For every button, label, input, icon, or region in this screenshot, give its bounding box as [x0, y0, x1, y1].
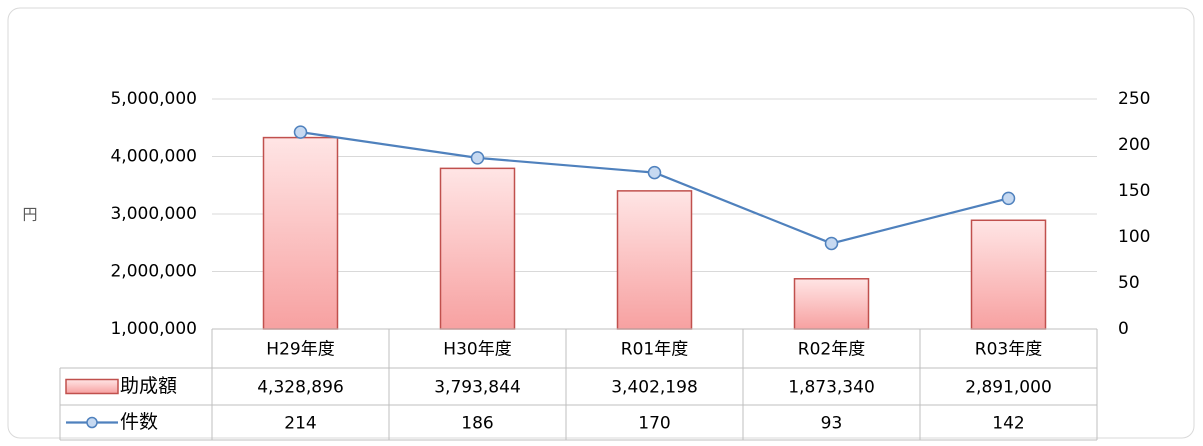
- x-tick-label: R01年度: [621, 340, 688, 360]
- x-tick-label: R03年度: [975, 340, 1042, 360]
- table-value: 186: [461, 414, 493, 434]
- y2-tick-label: 100: [1118, 227, 1150, 247]
- legend-swatch: [65, 378, 119, 395]
- table-value: 93: [821, 414, 843, 434]
- legend-swatch: [86, 416, 98, 429]
- y2-tick-label: 200: [1118, 135, 1150, 155]
- bar: [616, 190, 693, 330]
- y2-tick-label: 0: [1118, 319, 1129, 339]
- bar: [262, 136, 339, 330]
- line-marker: [470, 151, 485, 165]
- line-marker: [824, 236, 839, 251]
- bar: [970, 219, 1047, 330]
- table-value: 3,793,844: [434, 378, 521, 398]
- y-tick-label: 1,000,000: [110, 319, 197, 339]
- bar: [439, 167, 516, 330]
- table-value: 214: [284, 414, 316, 434]
- table-value: 170: [638, 414, 670, 434]
- y-tick-label: 2,000,000: [110, 262, 197, 282]
- table-value: 3,402,198: [611, 378, 698, 398]
- y2-tick-label: 50: [1118, 273, 1140, 293]
- bar: [793, 278, 870, 330]
- x-tick-label: R02年度: [798, 340, 865, 360]
- y-tick-label: 3,000,000: [110, 204, 197, 224]
- legend-label: 助成額: [120, 375, 177, 397]
- y-tick-label: 4,000,000: [110, 147, 197, 167]
- table-value: 1,873,340: [788, 378, 875, 398]
- table-value: 142: [992, 414, 1024, 434]
- line-marker: [293, 125, 308, 139]
- line-marker: [1001, 191, 1016, 206]
- y-tick-label: 5,000,000: [110, 89, 197, 109]
- x-tick-label: H30年度: [443, 340, 511, 360]
- legend-label: 件数: [120, 411, 158, 433]
- line-marker: [647, 165, 662, 180]
- y-axis-label: 円: [22, 206, 37, 224]
- table-value: 4,328,896: [257, 378, 344, 398]
- table-value: 2,891,000: [965, 378, 1052, 398]
- y2-tick-label: 150: [1118, 181, 1150, 201]
- x-tick-label: H29年度: [266, 340, 334, 360]
- chart-frame: [7, 7, 1195, 439]
- y2-tick-label: 250: [1118, 89, 1150, 109]
